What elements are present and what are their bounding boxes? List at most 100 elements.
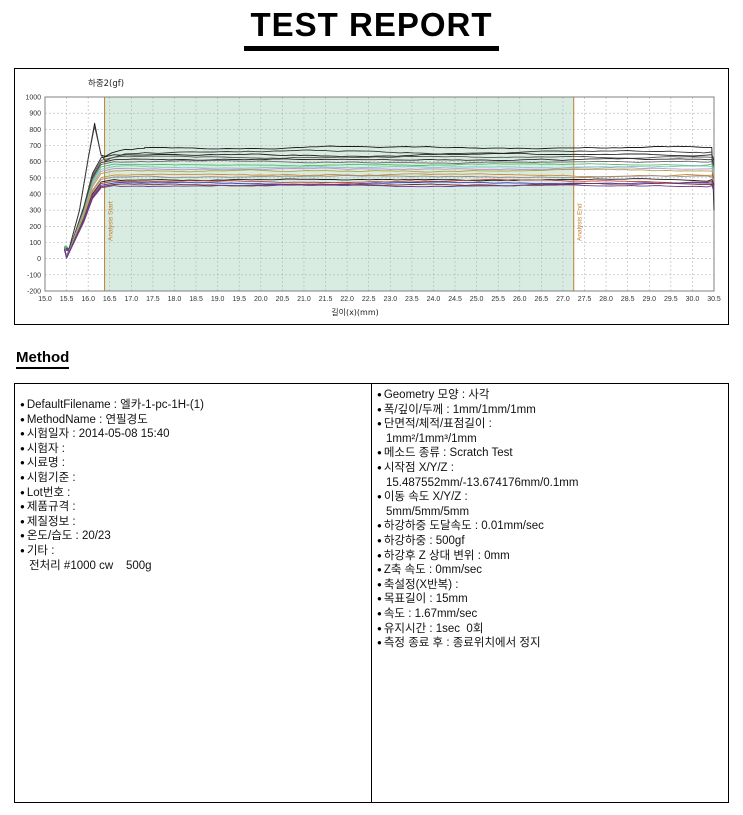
bullet-icon: ● [377,565,382,575]
method-line-text: 속도 : 1.67mm/sec [383,607,478,620]
method-line-text: DefaultFilename : 엘카-1-pc-1H-(1) [26,399,204,411]
method-line: ● 이동 속도 X/Y/Z : [377,490,724,505]
bullet-icon: ● [377,521,382,531]
bullet-icon: ● [20,472,25,482]
method-box: ● DefaultFilename : 엘카-1-pc-1H-(1) ● Method… [14,383,729,803]
method-line-text: 시험기준 : [26,471,76,484]
series-line-run-6 [63,159,715,259]
series-line-run-3 [63,152,715,259]
method-line: ● 측정 종료 후 : 종료위치에서 정지 [377,636,724,651]
x-tick-label: 26.5 [535,296,549,303]
method-line: ● 제질정보 : [20,515,367,530]
method-line-text: 폭/깊이/두께 : 1mm/1mm/1mm [383,403,536,416]
bullet-icon: ● [20,545,25,555]
x-tick-label: 18.5 [189,296,203,303]
x-tick-label: 27.5 [578,296,592,303]
y-tick-label: 400 [29,192,41,199]
method-line-text: 기타 : [26,544,55,557]
method-line: ● 시험기준 : [20,471,367,486]
y-tick-label: 800 [29,127,41,134]
x-tick-label: 28.0 [599,296,613,303]
method-line-text: MethodName : 연필경도 [26,413,148,426]
bullet-icon: ● [377,535,382,545]
bullet-icon: ● [20,502,25,512]
x-tick-label: 23.5 [405,296,419,303]
x-tick-label: 28.5 [621,296,635,303]
method-line: ● 제품규격 : [20,500,367,515]
method-line: ● 유지시간 : 1sec 0회 [377,622,724,637]
x-tick-label: 21.5 [319,296,333,303]
method-line: 1mm²/1mm³/1mm [377,432,724,447]
series-line-run-8 [63,165,715,259]
chart-panel: Analysis Start Analysis End 15.0 15.5 16.0 16… [14,68,729,325]
y-tick-label: -100 [27,272,41,279]
x-axis-title: 길이(x)(mm) [331,307,379,317]
bullet-icon: ● [377,638,382,648]
start-marker [65,247,70,252]
method-line: ● 기타 : [20,544,367,559]
x-tick-label: 15.0 [38,296,52,303]
x-tick-label: 30.0 [686,296,700,303]
bullet-icon: ● [377,390,382,399]
bullet-icon: ● [377,550,382,560]
x-tick-label: 21.0 [297,296,311,303]
analysis-start-line-label: Analysis Start [108,201,115,241]
load-length-chart: Analysis Start Analysis End 15.0 15.5 16.0 16… [25,78,720,317]
method-line: ● DefaultFilename : 엘카-1-pc-1H-(1) [20,398,367,413]
x-tick-label: 20.0 [254,296,268,303]
method-line: ● Geometry 모양 : 사각 [377,388,724,403]
method-line: ● Lot번호 : [20,486,367,501]
bullet-icon: ● [20,458,25,468]
bullet-icon: ● [377,608,382,618]
y-tick-label: 1000 [25,95,41,102]
method-line-text: 측정 종료 후 : 종료위치에서 정지 [383,637,541,650]
series-line-run-4 [63,155,715,259]
method-line-text: Z축 속도 : 0mm/sec [383,564,483,577]
method-line-text: 목표길이 : 15mm [383,593,468,606]
method-column-left: ● DefaultFilename : 엘카-1-pc-1H-(1) ● Method… [15,384,372,802]
bullet-icon: ● [20,443,25,453]
x-tick-label: 16.5 [103,296,117,303]
method-line-text: 메소드 종류 : Scratch Test [383,447,513,460]
method-line-text: 1mm²/1mm³/1mm [386,432,477,445]
x-tick-label: 17.5 [146,296,160,303]
method-column-right: ● Geometry 모양 : 사각 ● 폭/깊이/두께 : 1mm/1mm/1mm ●… [372,384,728,802]
bullet-icon: ● [20,400,25,409]
method-line-text: Lot번호 : [26,486,71,499]
method-line-text: 시료명 : [26,457,65,470]
method-line: ● 시작점 X/Y/Z : [377,461,724,476]
y-tick-label: 900 [29,111,41,118]
x-tick-label: 19.0 [211,296,225,303]
method-line: ● 시험자 : [20,442,367,457]
y-tick-label: 200 [29,224,41,231]
bullet-icon: ● [377,404,382,414]
bullet-icon: ● [20,516,25,526]
method-line: ● 하강하중 : 500gf [377,534,724,549]
bullet-icon: ● [377,579,382,589]
method-line: ● 온도/습도 : 20/23 [20,529,367,544]
method-line: ● 시험일자 : 2014-05-08 15:40 [20,427,367,442]
x-tick-label: 18.0 [168,296,182,303]
x-tick-label: 29.0 [642,296,656,303]
y-tick-label: 700 [29,143,41,150]
bullet-icon: ● [377,623,382,633]
y-tick-label: 100 [29,240,41,247]
series-line-run-15 [63,181,715,259]
series-line-run-10 [63,168,715,259]
method-line: ● 하강하중 도달속도 : 0.01mm/sec [377,519,724,534]
y-tick-label: 500 [29,175,41,182]
method-line-text: 이동 속도 X/Y/Z : [383,491,468,504]
method-line-text: 제질정보 : [26,515,76,528]
method-line-text: 5mm/5mm/5mm [386,505,470,518]
series-line-run-12 [63,175,715,259]
method-line-text: 축설정(X반복) : [383,578,459,591]
method-line: ● 속도 : 1.67mm/sec [377,607,724,622]
method-line-text: 15.487552mm/-13.674176mm/0.1mm [386,476,579,489]
x-tick-label: 25.0 [470,296,484,303]
method-line-text: Geometry 모양 : 사각 [383,389,490,401]
method-line: ● Z축 속도 : 0mm/sec [377,563,724,578]
bullet-icon: ● [377,462,382,472]
method-line: 전처리 #1000 cw 500g [20,559,367,574]
bullet-icon: ● [377,448,382,458]
method-line: ● 목표길이 : 15mm [377,592,724,607]
